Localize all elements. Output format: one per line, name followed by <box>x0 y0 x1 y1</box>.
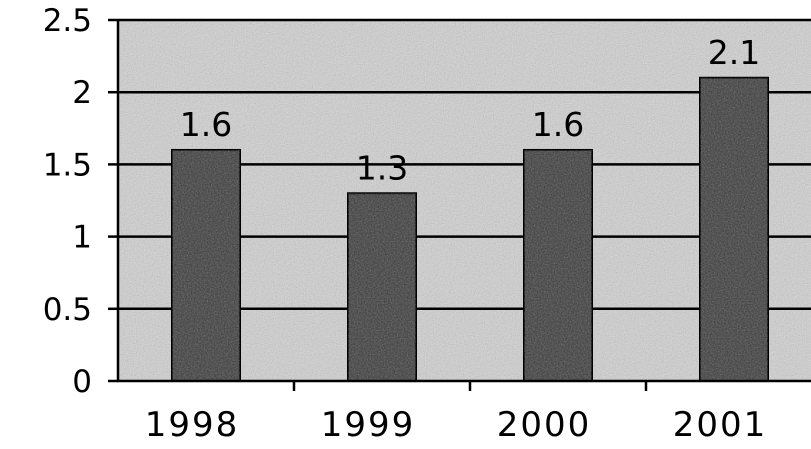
data-label: 1.6 <box>180 105 232 144</box>
y-tick-label: 0.5 <box>43 292 92 328</box>
bar-texture-1999 <box>348 193 416 381</box>
bar-texture-2001 <box>700 77 768 381</box>
labels: 0 0.5 1 1.5 2 2.5 1998 1999 2000 2001 1.6 1.3 1.6 2.1 <box>43 3 768 445</box>
bar-texture-1998 <box>172 149 240 381</box>
bar-texture-2000 <box>524 149 592 381</box>
data-label: 1.6 <box>532 105 584 144</box>
x-tick-label: 1998 <box>145 405 240 445</box>
y-tick-label: 1.5 <box>43 147 92 183</box>
y-tick-label: 2.5 <box>43 3 92 39</box>
x-tick-label: 2000 <box>497 405 592 445</box>
data-label: 2.1 <box>708 33 760 72</box>
y-tick-label: 0 <box>72 364 92 400</box>
bars <box>171 76 769 382</box>
y-tick-label: 2 <box>72 75 92 111</box>
y-tick-label: 1 <box>72 220 92 256</box>
x-tick-label: 1999 <box>321 405 416 445</box>
x-tick-label: 2001 <box>673 405 768 445</box>
axes <box>108 18 811 391</box>
data-label: 1.3 <box>356 148 408 187</box>
